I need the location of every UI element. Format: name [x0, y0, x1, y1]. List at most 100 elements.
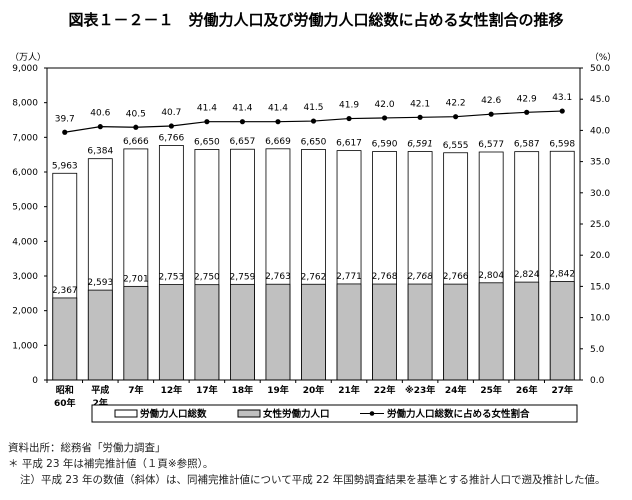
total-label: 6,555 — [443, 141, 469, 151]
x-tick-label: 17年 — [196, 384, 218, 396]
total-label: 5,963 — [52, 161, 78, 171]
female-label: 2,842 — [549, 269, 575, 279]
x-tick-label: 7年 — [128, 384, 143, 396]
footnote-asterisk: ＊ 平成 23 年は補完推計値（１頁※参照）。 — [8, 458, 214, 470]
ratio-label: 41.9 — [339, 101, 359, 111]
left-tick-label: 9,000 — [12, 64, 38, 74]
total-label: 6,591 — [407, 140, 433, 150]
right-tick-label: 45.0 — [590, 95, 610, 105]
total-label: 6,617 — [336, 139, 362, 149]
female-bar — [514, 281, 540, 381]
right-tick-label: 10.0 — [590, 314, 610, 324]
ratio-label: 41.4 — [232, 104, 252, 114]
ratio-point — [488, 111, 494, 117]
legend-total-label: 労働力人口総数 — [140, 408, 207, 420]
x-tick-label: 昭和 — [56, 384, 74, 396]
female-bar — [336, 283, 362, 381]
ratio-label: 42.6 — [481, 96, 501, 106]
female-label: 2,768 — [372, 272, 398, 282]
female-bar — [549, 281, 575, 381]
female-label: 2,750 — [194, 273, 220, 283]
ratio-label: 42.0 — [375, 100, 395, 110]
x-tick-label: 平成 — [91, 384, 109, 396]
female-label: 2,367 — [52, 286, 78, 296]
ratio-point — [62, 129, 68, 135]
chart-title: 図表１－２－１ 労働力人口及び労働力人口総数に占める女性割合の推移 — [68, 11, 564, 29]
right-tick-label: 35.0 — [590, 158, 610, 168]
female-bar — [301, 283, 326, 381]
ratio-point — [559, 108, 565, 114]
female-label: 2,762 — [301, 272, 327, 282]
ratio-label: 42.1 — [410, 99, 430, 109]
x-tick-label: 22年 — [374, 384, 396, 396]
left-tick-label: 1,000 — [12, 341, 38, 351]
ratio-point — [239, 119, 246, 125]
right-tick-label: 50.0 — [590, 64, 610, 74]
ratio-label: 41.5 — [303, 103, 323, 113]
x-tick-label: 19年 — [267, 384, 289, 396]
right-tick-label: 5.0 — [590, 345, 605, 355]
left-tick-label: 4,000 — [12, 237, 38, 247]
female-label: 2,753 — [158, 273, 184, 283]
ratio-point — [453, 114, 459, 120]
ratio-point — [417, 114, 423, 120]
female-bar — [478, 282, 504, 381]
legend-female-label: 女性労働力人口 — [263, 408, 330, 420]
female-label: 2,593 — [87, 278, 113, 288]
ratio-label: 40.6 — [90, 109, 110, 119]
ratio-point — [524, 109, 530, 115]
female-bar — [230, 283, 255, 381]
female-label: 2,766 — [443, 272, 469, 282]
left-tick-label: 8,000 — [12, 99, 38, 109]
total-label: 6,766 — [158, 133, 184, 143]
ratio-point — [168, 123, 174, 129]
ratio-label: 42.2 — [446, 99, 466, 109]
x-tick-label: 12年 — [161, 384, 183, 396]
female-bar — [372, 283, 397, 381]
female-label: 2,701 — [123, 274, 149, 284]
plot-frame — [46, 67, 581, 381]
right-tick-label: 0.0 — [590, 376, 605, 386]
x-tick-label: 60年 — [54, 397, 76, 409]
female-label: 2,759 — [230, 272, 256, 282]
y-left-unit: （万人） — [10, 52, 46, 63]
female-bar — [265, 283, 291, 381]
legend — [91, 404, 578, 423]
female-bar — [407, 283, 433, 381]
left-tick-label: 6,000 — [12, 168, 38, 178]
total-label: 6,669 — [265, 137, 291, 147]
legend-ratio-label: 労働力人口総数に占める女性割合 — [387, 408, 530, 420]
y-right-unit: （%） — [590, 52, 617, 63]
x-tick-label: 18年 — [232, 384, 254, 396]
ratio-label: 41.4 — [197, 104, 217, 114]
ratio-label: 42.9 — [517, 94, 537, 104]
legend-total-swatch — [114, 409, 138, 418]
x-tick-label: 25年 — [480, 384, 502, 396]
total-label: 6,598 — [549, 139, 575, 149]
x-tick-label: 27年 — [551, 384, 573, 396]
female-label: 2,824 — [514, 270, 540, 280]
total-label: 6,577 — [478, 140, 504, 150]
left-tick-label: 3,000 — [12, 272, 38, 282]
female-bar — [194, 284, 220, 381]
right-tick-label: 15.0 — [590, 282, 610, 292]
x-tick-label: 26年 — [516, 384, 538, 396]
right-tick-label: 25.0 — [590, 220, 610, 230]
x-tick-label: ※23年 — [405, 384, 435, 396]
x-tick-label: 21年 — [338, 384, 360, 396]
left-tick-label: 7,000 — [12, 133, 38, 143]
legend-ratio-marker — [369, 411, 375, 416]
left-tick-label: 0 — [32, 376, 38, 386]
total-label: 6,587 — [514, 140, 540, 150]
female-bar — [52, 297, 78, 381]
total-label: 6,650 — [194, 137, 220, 147]
ratio-label: 40.5 — [126, 109, 146, 119]
total-label: 6,650 — [301, 137, 327, 147]
female-label: 2,804 — [478, 271, 504, 281]
x-tick-label: 24年 — [445, 384, 467, 396]
x-tick-label: 20年 — [303, 384, 325, 396]
ratio-point — [310, 118, 317, 124]
left-tick-label: 5,000 — [12, 203, 38, 213]
female-bar — [158, 284, 184, 381]
source-note: 資料出所：総務省「労働力調査」 — [8, 442, 166, 454]
